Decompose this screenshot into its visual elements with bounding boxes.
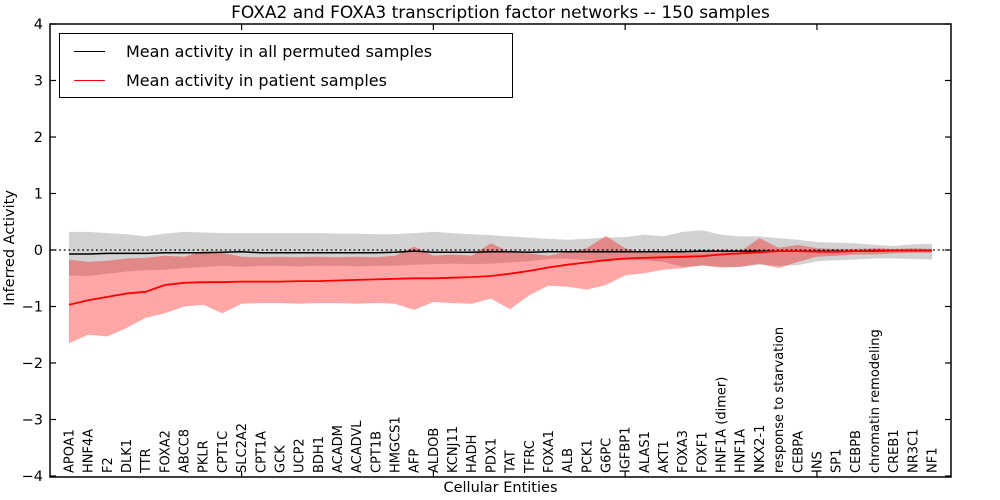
category-label: ABCC8 <box>178 429 193 473</box>
category-label: PCK1 <box>580 439 595 473</box>
category-label: FOXF1 <box>695 431 710 473</box>
category-label: ALDOB <box>427 428 442 473</box>
category-label: G6PC <box>599 438 614 473</box>
category-label: HNF1A (dimer) <box>715 377 730 473</box>
category-label: NR3C1 <box>906 429 921 473</box>
svg-text:4: 4 <box>34 17 43 33</box>
legend: Mean activity in all permuted samples Me… <box>59 33 513 98</box>
category-label: IGFBP1 <box>619 427 634 473</box>
category-label: F2 <box>101 457 116 473</box>
category-label: FOXA1 <box>542 430 557 473</box>
category-label: HADH <box>465 435 480 473</box>
svg-text:−4: −4 <box>22 469 43 485</box>
category-label: TTR <box>139 448 154 474</box>
category-label: ACADVL <box>350 420 365 473</box>
category-label: SLC2A2 <box>235 423 250 473</box>
category-label: CEBPA <box>791 431 806 473</box>
category-label: ALB <box>561 448 576 473</box>
category-label: AFP <box>408 449 423 473</box>
svg-text:−3: −3 <box>22 413 43 429</box>
svg-text:−1: −1 <box>22 300 43 316</box>
svg-text:0: 0 <box>34 243 43 259</box>
category-label: TAT <box>504 450 519 474</box>
legend-label-permuted: Mean activity in all permuted samples <box>126 41 433 61</box>
category-label: ACADM <box>331 425 346 473</box>
chart-title: FOXA2 and FOXA3 transcription factor net… <box>231 3 770 23</box>
category-label: CPT1C <box>216 431 231 473</box>
category-label: CPT1A <box>254 431 269 473</box>
legend-label-patient: Mean activity in patient samples <box>126 70 387 90</box>
category-label: CEBPB <box>849 430 864 473</box>
svg-text:3: 3 <box>34 74 43 90</box>
category-label: FOXA3 <box>676 430 691 473</box>
category-label: TFRC <box>523 440 538 474</box>
category-label: AKT1 <box>657 440 672 473</box>
category-label: UCP2 <box>293 438 308 473</box>
svg-text:2: 2 <box>34 130 43 146</box>
category-label: ALAS1 <box>638 431 653 473</box>
legend-entry-permuted: Mean activity in all permuted samples <box>60 39 512 63</box>
x-axis-label: Cellular Entities <box>443 480 558 496</box>
category-label: chromatin remodeling <box>868 329 883 473</box>
category-label: GCK <box>273 445 288 473</box>
svg-text:1: 1 <box>34 187 43 203</box>
legend-entry-patient: Mean activity in patient samples <box>60 68 512 92</box>
category-label: SP1 <box>830 449 845 473</box>
category-label: HNF1A <box>734 429 749 473</box>
category-label: HNF4A <box>82 429 97 473</box>
category-label: NF1 <box>926 448 941 473</box>
category-label: CPT1B <box>369 431 384 473</box>
svg-text:−2: −2 <box>22 356 43 372</box>
category-label: INS <box>810 451 825 473</box>
category-label: HMGCS1 <box>389 416 404 473</box>
category-label: DLK1 <box>120 439 135 473</box>
category-label: FOXA2 <box>158 430 173 473</box>
category-label: BDH1 <box>312 436 327 473</box>
category-label: PKLR <box>197 440 212 473</box>
category-label: PDX1 <box>484 438 499 473</box>
category-label: APOA1 <box>63 429 78 473</box>
category-label: response to starvation <box>772 327 787 473</box>
legend-line-sample-red <box>74 79 105 81</box>
category-label: KCNJ11 <box>446 426 461 473</box>
category-label: CREB1 <box>887 429 902 473</box>
y-axis-label: Inferred Activity <box>2 190 18 306</box>
category-label: NKX2-1 <box>753 425 768 473</box>
legend-line-sample-black <box>74 50 105 52</box>
